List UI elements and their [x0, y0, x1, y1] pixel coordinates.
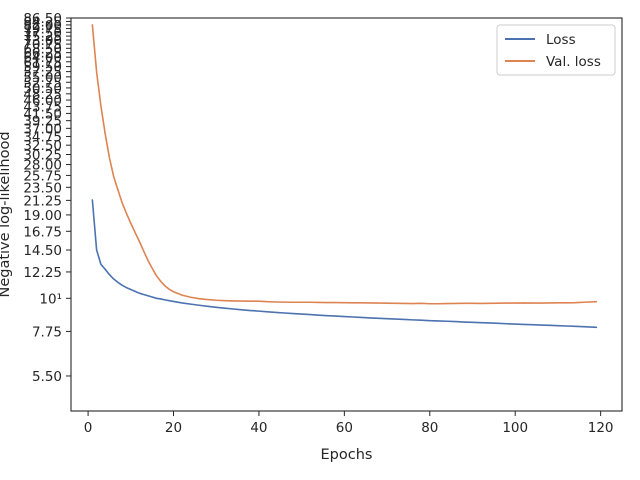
y-tick-label: 48.25 [23, 87, 62, 103]
val-loss-line [91, 24, 598, 305]
y-tick-label: 7.75 [32, 324, 62, 340]
y-tick-label: 55.00 [23, 70, 62, 86]
y-tick-label: 50.50 [23, 81, 62, 97]
y-tick-label: 16.75 [23, 224, 62, 240]
x-tick-label: 60 [336, 420, 353, 436]
x-tick-label: 0 [84, 420, 93, 436]
y-tick-label: 23.50 [23, 180, 62, 196]
y-tick-label: 64.00 [23, 50, 62, 66]
loss-line [91, 199, 598, 329]
y-tick-label: 37.00 [23, 121, 62, 137]
x-tick-label: 80 [421, 420, 438, 436]
series-layer [91, 24, 598, 329]
y-tick-label: 73.00 [23, 33, 62, 49]
x-axis-label: Epochs [321, 447, 373, 463]
legend-box [496, 24, 616, 76]
legend-label-loss: Loss [546, 32, 576, 48]
x-tick-label: 120 [588, 420, 614, 436]
y-tick-label: 5.50 [32, 369, 62, 385]
y-tick-label: 66.25 [23, 46, 62, 62]
x-tick-label: 100 [502, 420, 528, 436]
y-tick-label: 32.50 [23, 138, 62, 154]
y-axis-label: Negative log-likelihood [0, 131, 13, 297]
y-tick-label: 70.75 [23, 37, 62, 53]
y-tick-label: 79.75 [23, 22, 62, 38]
y-tick-label: 52.75 [23, 75, 62, 91]
y-tick-label: 39.25 [23, 114, 62, 130]
plot-frame [70, 17, 623, 412]
y-tick-label: 77.50 [23, 25, 62, 41]
y-tick-label: 34.75 [23, 129, 62, 145]
y-tick-label: 75.25 [23, 29, 62, 45]
y-tick-label: 59.50 [23, 60, 62, 76]
y-tick-label: 43.75 [23, 100, 62, 116]
y-tick-label: 68.50 [23, 41, 62, 57]
y-tick-label: 30.25 [23, 147, 62, 163]
x-tick-label: 40 [250, 420, 267, 436]
y-tick-label: 25.75 [23, 168, 62, 184]
y-tick-label: 46.00 [23, 93, 62, 109]
y-tick-label: 57.25 [23, 65, 62, 81]
y-tick-label: 84.25 [23, 14, 62, 30]
y-tick-label: 14.50 [23, 243, 62, 259]
y-tick-label: 21.25 [23, 193, 62, 209]
y-tick-label: 61.75 [23, 55, 62, 71]
y-tick-label: 86.50 [23, 11, 62, 27]
y-tick-label: 12.25 [23, 265, 62, 281]
x-tick-label: 20 [165, 420, 182, 436]
ticks-layer: 0 20 40 60 80 100 120 5.50 7.75 10¹ 12.25 14.50 16.7… [23, 11, 613, 436]
y-tick-label: 19.00 [23, 208, 62, 224]
y-tick-label: 10¹ [39, 291, 62, 307]
legend: Loss Val. loss [496, 24, 616, 76]
y-tick-label: 41.50 [23, 106, 62, 122]
y-tick-label: 28.00 [23, 158, 62, 174]
legend-label-val-loss: Val. loss [546, 54, 601, 70]
y-tick-label: 82.00 [23, 18, 62, 34]
